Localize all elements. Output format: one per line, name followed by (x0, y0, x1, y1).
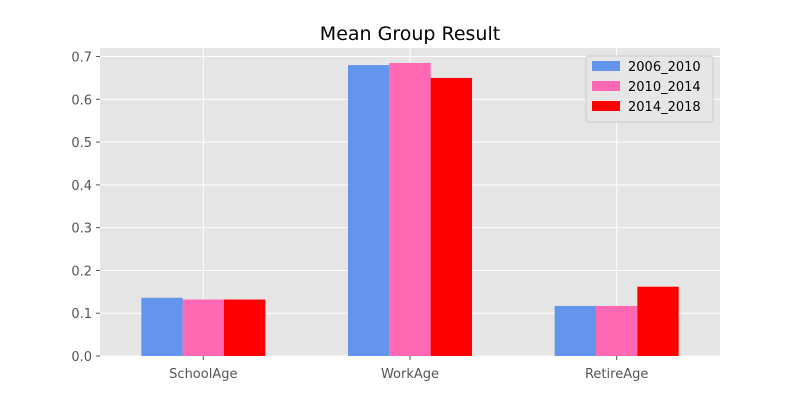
bars (141, 62, 679, 356)
bar-2010_2014-WorkAge (389, 62, 431, 356)
y-tick-label: 0.1 (71, 307, 92, 322)
bar-2014_2018-RetireAge (637, 286, 679, 356)
legend-swatch (592, 81, 620, 91)
y-tick-label: 0.3 (71, 222, 92, 237)
bar-2006_2010-RetireAge (554, 305, 596, 356)
bar-2014_2018-WorkAge (430, 77, 472, 356)
bar-2010_2014-SchoolAge (182, 299, 224, 356)
y-tick-label: 0.4 (71, 179, 92, 194)
bar-2014_2018-SchoolAge (224, 299, 266, 356)
y-tick-label: 0.7 (71, 51, 92, 66)
y-tick-label: 0.6 (71, 93, 92, 108)
bar-2006_2010-SchoolAge (141, 297, 183, 356)
y-tick-label: 0.0 (71, 350, 92, 365)
y-axis: 0.0 0.1 0.2 0.3 0.4 0.5 0.6 0.7 (71, 51, 100, 365)
legend-swatch (592, 61, 620, 71)
bar-2010_2014-RetireAge (596, 305, 638, 356)
y-tick-label: 0.2 (71, 264, 92, 279)
x-tick-label: SchoolAge (169, 367, 237, 382)
x-tick-label: WorkAge (381, 367, 439, 382)
legend-swatch (592, 101, 620, 111)
legend-label: 2014_2018 (628, 100, 701, 115)
legend: 2006_2010 2010_2014 2014_2018 (585, 55, 714, 123)
x-axis: SchoolAge WorkAge RetireAge (169, 356, 648, 382)
x-tick-label: RetireAge (585, 367, 648, 382)
legend-label: 2006_2010 (628, 60, 701, 75)
bar-2006_2010-WorkAge (348, 65, 390, 356)
chart-title: Mean Group Result (320, 23, 500, 45)
y-tick-label: 0.5 (71, 136, 92, 151)
legend-label: 2010_2014 (628, 80, 701, 95)
